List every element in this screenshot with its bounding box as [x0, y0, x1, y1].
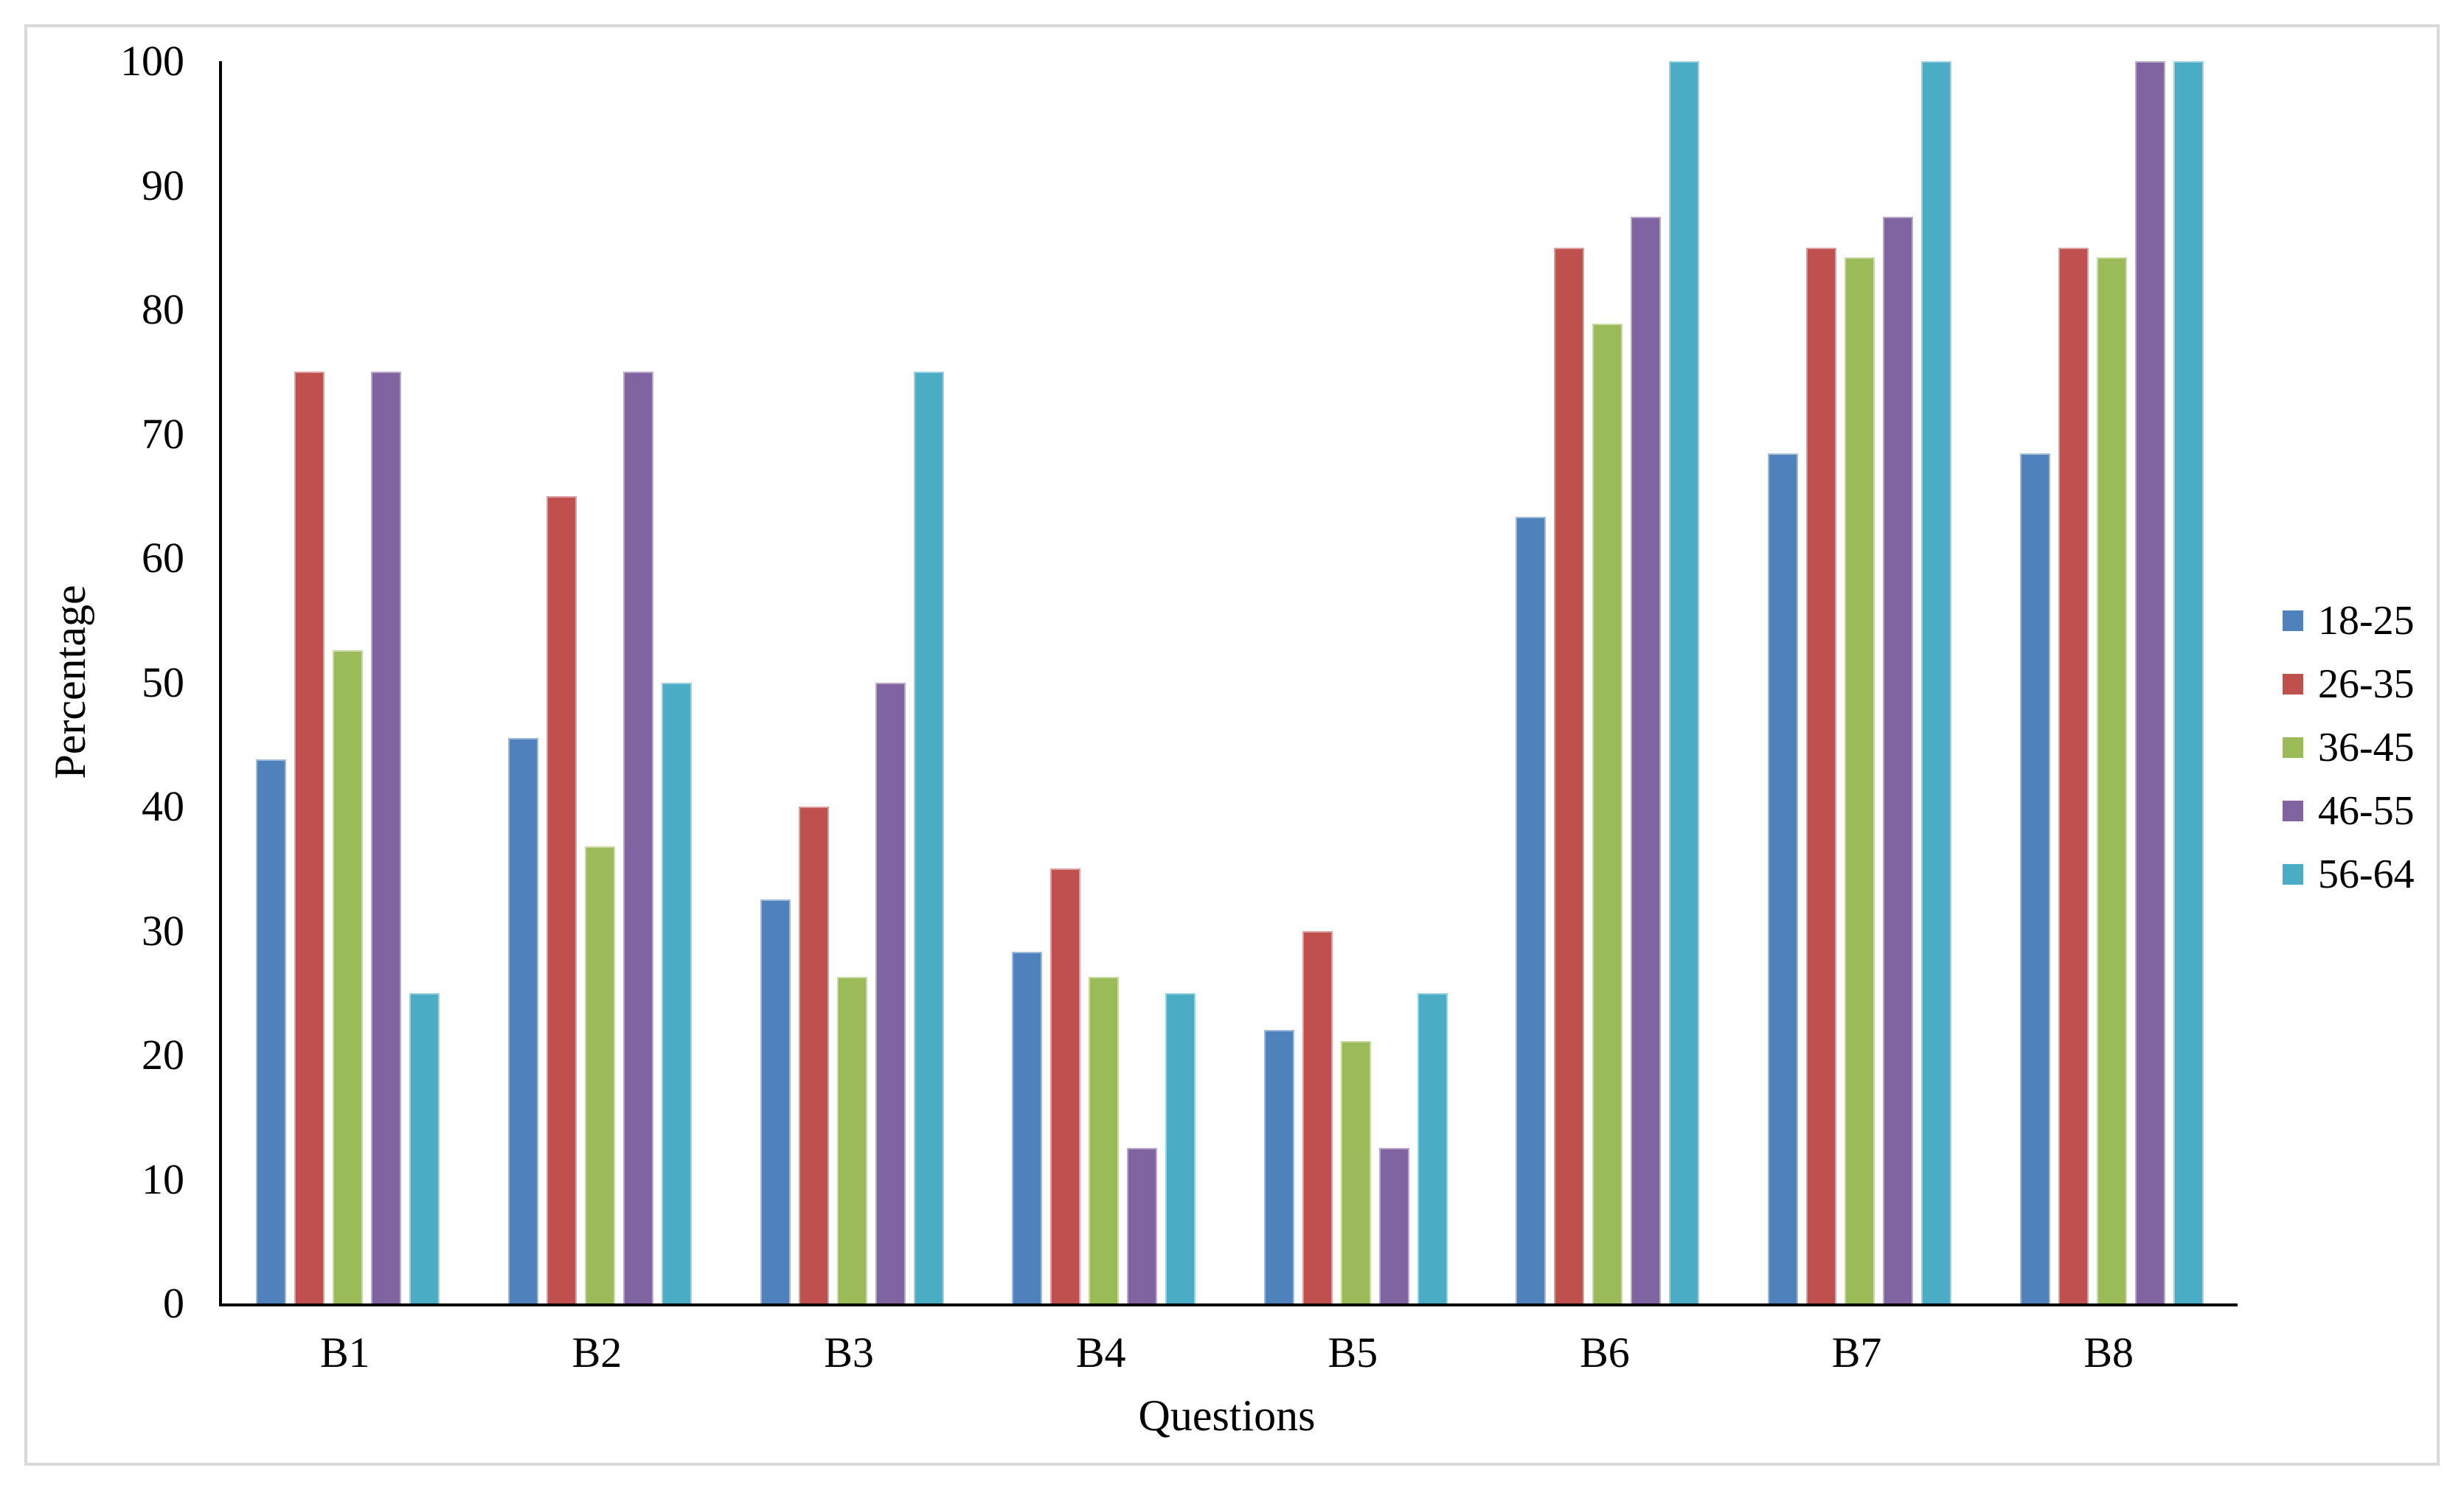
bar-18-25-B4 — [1012, 952, 1043, 1303]
y-tick-label-30: 30 — [142, 906, 184, 955]
bar-26-35-B2 — [546, 495, 577, 1303]
x-tick-label-B5: B5 — [1328, 1329, 1378, 1376]
legend-swatch-icon — [2283, 674, 2303, 694]
bar-36-45-B4 — [1089, 976, 1120, 1303]
bar-56-64-B1 — [409, 992, 440, 1303]
y-tick-label-0: 0 — [163, 1279, 184, 1327]
legend-item-26-35: 26-35 — [2283, 652, 2415, 716]
legend-item-36-45: 36-45 — [2283, 716, 2415, 779]
bar-18-25-B3 — [760, 899, 791, 1303]
bar-36-45-B2 — [584, 846, 615, 1303]
x-tick-label-B1: B1 — [319, 1329, 370, 1376]
bar-group-B3 — [726, 61, 978, 1303]
bar-18-25-B5 — [1263, 1030, 1294, 1303]
y-tick-label-80: 80 — [142, 285, 184, 333]
bar-group-B1 — [222, 61, 474, 1303]
x-tick-label-B4: B4 — [1075, 1329, 1126, 1376]
y-tick-label-70: 70 — [142, 409, 184, 458]
x-tick-label-B2: B2 — [572, 1329, 622, 1376]
bar-group-B2 — [474, 61, 726, 1303]
legend-label: 56-64 — [2318, 852, 2415, 897]
bar-56-64-B7 — [1921, 61, 1952, 1303]
bar-56-64-B6 — [1669, 61, 1700, 1303]
bar-group-B8 — [1985, 61, 2238, 1303]
legend-swatch-icon — [2283, 737, 2303, 758]
bar-26-35-B7 — [1806, 247, 1837, 1303]
y-tick-label-60: 60 — [142, 534, 184, 582]
legend-item-18-25: 18-25 — [2283, 589, 2415, 652]
x-tick-label-B3: B3 — [824, 1329, 874, 1376]
bar-56-64-B3 — [913, 372, 944, 1303]
legend-swatch-icon — [2283, 864, 2303, 885]
bar-18-25-B8 — [2019, 453, 2050, 1303]
bar-26-35-B5 — [1302, 930, 1333, 1303]
bar-36-45-B7 — [1844, 257, 1875, 1303]
bar-26-35-B1 — [294, 372, 325, 1303]
bar-group-B4 — [978, 61, 1230, 1303]
bar-18-25-B7 — [1768, 453, 1799, 1303]
legend: 18-25 26-35 36-45 46-55 56-64 — [2283, 589, 2415, 906]
legend-item-56-64: 56-64 — [2283, 843, 2415, 906]
bar-46-55-B2 — [622, 372, 653, 1303]
y-tick-label-100: 100 — [120, 37, 184, 85]
bar-36-45-B1 — [333, 650, 364, 1303]
y-tick-label-50: 50 — [142, 658, 184, 706]
bar-56-64-B8 — [2173, 61, 2204, 1303]
legend-swatch-icon — [2283, 610, 2303, 631]
bar-groups — [222, 61, 2238, 1303]
legend-label: 36-45 — [2318, 725, 2415, 770]
legend-label: 26-35 — [2318, 661, 2415, 707]
bar-46-55-B3 — [875, 682, 906, 1303]
bar-26-35-B3 — [798, 807, 829, 1303]
legend-swatch-icon — [2283, 801, 2303, 821]
legend-label: 18-25 — [2318, 598, 2415, 644]
bar-46-55-B8 — [2134, 61, 2165, 1303]
bar-46-55-B1 — [371, 372, 402, 1303]
x-tick-label-B7: B7 — [1831, 1329, 1882, 1376]
bar-36-45-B8 — [2096, 257, 2127, 1303]
plot-area — [219, 61, 2238, 1306]
bar-56-64-B5 — [1417, 992, 1448, 1303]
legend-item-46-55: 46-55 — [2283, 779, 2415, 843]
bar-group-B6 — [1482, 61, 1734, 1303]
bar-46-55-B6 — [1631, 216, 1662, 1303]
bar-46-55-B4 — [1127, 1148, 1158, 1303]
bar-56-64-B2 — [661, 682, 692, 1303]
legend-label: 46-55 — [2318, 788, 2415, 834]
bar-18-25-B1 — [256, 759, 287, 1303]
bar-36-45-B6 — [1592, 323, 1623, 1303]
bar-group-B7 — [1734, 61, 1986, 1303]
bar-36-45-B3 — [836, 976, 867, 1303]
x-tick-label-B6: B6 — [1580, 1329, 1630, 1376]
x-axis-title: Questions — [1138, 1391, 1316, 1440]
bar-group-B5 — [1230, 61, 1482, 1303]
y-tick-label-40: 40 — [142, 782, 184, 830]
bar-36-45-B5 — [1340, 1041, 1371, 1303]
x-tick-label-B8: B8 — [2083, 1329, 2134, 1376]
bar-46-55-B5 — [1378, 1148, 1409, 1303]
bar-56-64-B4 — [1165, 992, 1196, 1303]
bar-46-55-B7 — [1883, 216, 1914, 1303]
bar-18-25-B6 — [1516, 517, 1547, 1303]
bar-26-35-B4 — [1050, 868, 1081, 1303]
y-tick-label-90: 90 — [142, 161, 184, 209]
bar-18-25-B2 — [507, 738, 538, 1303]
y-tick-label-20: 20 — [142, 1031, 184, 1079]
bar-26-35-B8 — [2058, 247, 2089, 1303]
y-tick-label-10: 10 — [142, 1155, 184, 1203]
bar-26-35-B6 — [1554, 247, 1585, 1303]
